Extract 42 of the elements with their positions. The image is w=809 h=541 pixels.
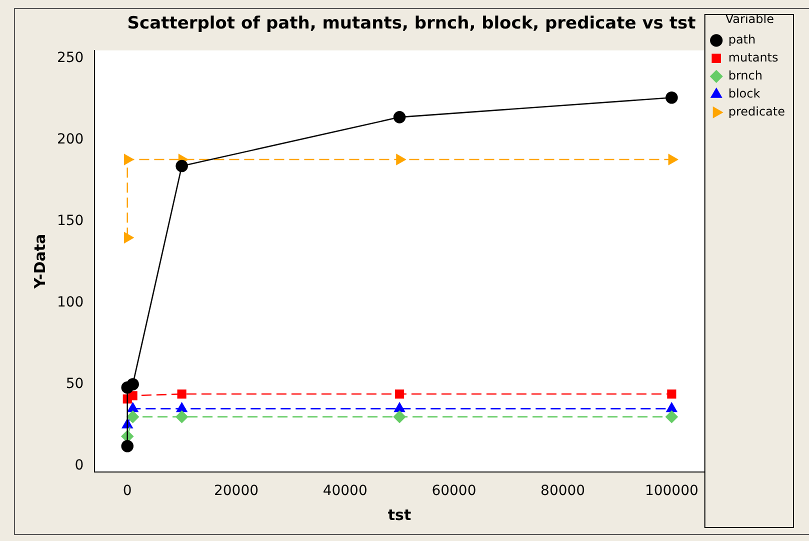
x-tick-label: 0 [122, 483, 132, 500]
point [177, 389, 186, 399]
x-tick-label: 80000 [540, 483, 586, 500]
y-tick-label: 200 [56, 132, 84, 148]
point [127, 402, 138, 412]
point [124, 154, 134, 165]
y-tick-label: 250 [56, 50, 84, 66]
legend-label: mutants [728, 50, 778, 65]
legend-label: block [728, 86, 760, 101]
point [124, 232, 134, 244]
point [176, 402, 188, 412]
x-axis-title: tst [388, 506, 412, 524]
x-tick-label: 20000 [214, 483, 259, 500]
legend-label: path [728, 32, 756, 47]
point [666, 402, 678, 412]
legend-label: brnch [728, 68, 762, 83]
point [394, 402, 405, 412]
point [393, 410, 406, 423]
y-tick-label: 150 [56, 213, 84, 230]
point [176, 410, 188, 423]
x-tick-label: 100000 [644, 483, 698, 500]
point [126, 378, 139, 390]
point [393, 111, 406, 124]
point [667, 389, 676, 399]
point [668, 154, 678, 165]
y-tick-label: 0 [74, 457, 84, 474]
point [666, 91, 678, 104]
chart-title: Scatterplot of path, mutants, brnch, block, predicate vs tst [127, 14, 696, 34]
point [121, 440, 134, 452]
y-tick-label: 50 [66, 376, 84, 392]
point [666, 410, 678, 423]
x-tick-label: 60000 [432, 483, 476, 500]
legend-label: predicate [728, 104, 786, 119]
point [396, 154, 406, 165]
point [176, 160, 188, 172]
y-tick-label: 100 [56, 294, 84, 310]
point [128, 391, 138, 400]
y-axis-title: Y-Data [30, 234, 49, 290]
x-tick-label: 40000 [322, 483, 368, 500]
point [394, 389, 404, 399]
legend-title: Variable [725, 12, 774, 26]
point [126, 410, 139, 423]
